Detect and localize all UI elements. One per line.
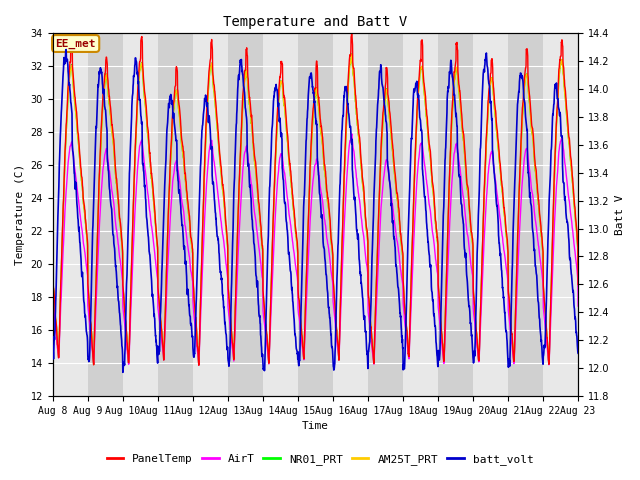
AM25T_PRT [468, 239, 476, 245]
AM25T_PRT [342, 129, 350, 135]
Y-axis label: Temperature (C): Temperature (C) [15, 164, 25, 265]
Bar [543, 33, 578, 396]
batt_volt [574, 350, 582, 356]
Legend: PanelTemp, AirT, NR01_PRT, AM25T_PRT, batt_volt: PanelTemp, AirT, NR01_PRT, AM25T_PRT, ba… [102, 450, 538, 469]
PanelTemp [543, 332, 550, 337]
PanelTemp [528, 124, 536, 130]
AM25T_PRT [528, 130, 536, 136]
PanelTemp [49, 276, 56, 282]
batt_volt [196, 187, 204, 192]
NR01_PRT [196, 339, 204, 345]
AirT [195, 362, 203, 368]
PanelTemp [342, 123, 350, 129]
AM25T_PRT [49, 278, 56, 284]
PanelTemp [574, 281, 582, 287]
batt_volt [342, 84, 350, 89]
AM25T_PRT [195, 362, 203, 368]
NR01_PRT [574, 283, 582, 289]
Bar [333, 33, 368, 396]
Line: batt_volt: batt_volt [52, 49, 578, 372]
AirT [528, 190, 536, 195]
Bar [263, 33, 298, 396]
Bar [438, 33, 473, 396]
PanelTemp [348, 30, 356, 36]
Bar [403, 33, 438, 396]
Line: NR01_PRT: NR01_PRT [52, 54, 578, 365]
Bar [52, 33, 88, 396]
AirT [196, 345, 204, 350]
AirT [348, 131, 356, 137]
Bar [193, 33, 228, 396]
PanelTemp [468, 235, 476, 240]
AM25T_PRT [196, 338, 204, 344]
AirT [49, 299, 56, 304]
NR01_PRT [468, 239, 476, 244]
Line: PanelTemp: PanelTemp [52, 33, 578, 365]
AirT [342, 188, 350, 194]
batt_volt [119, 370, 127, 375]
Bar [88, 33, 123, 396]
Y-axis label: Batt V: Batt V [615, 194, 625, 235]
Line: AirT: AirT [52, 134, 578, 365]
Line: AM25T_PRT: AM25T_PRT [52, 55, 578, 365]
PanelTemp [331, 298, 339, 303]
batt_volt [331, 361, 339, 367]
Title: Temperature and Batt V: Temperature and Batt V [223, 15, 408, 29]
AirT [574, 303, 582, 309]
Bar [473, 33, 508, 396]
NR01_PRT [342, 129, 350, 135]
NR01_PRT [195, 362, 203, 368]
Bar [123, 33, 158, 396]
NR01_PRT [348, 51, 356, 57]
batt_volt [62, 47, 70, 52]
batt_volt [528, 219, 536, 225]
AirT [543, 340, 550, 346]
Bar [228, 33, 263, 396]
NR01_PRT [543, 332, 550, 338]
Bar [368, 33, 403, 396]
Bar [508, 33, 543, 396]
NR01_PRT [331, 299, 339, 305]
PanelTemp [196, 338, 204, 344]
AM25T_PRT [543, 332, 550, 338]
AM25T_PRT [331, 299, 339, 304]
AM25T_PRT [574, 283, 582, 288]
batt_volt [543, 285, 550, 291]
NR01_PRT [528, 131, 536, 136]
AM25T_PRT [348, 52, 356, 58]
Text: EE_met: EE_met [56, 38, 96, 48]
Bar [298, 33, 333, 396]
AirT [468, 271, 476, 276]
Bar [158, 33, 193, 396]
batt_volt [468, 342, 476, 348]
AirT [331, 314, 339, 320]
NR01_PRT [49, 278, 56, 284]
batt_volt [49, 343, 56, 349]
PanelTemp [195, 362, 203, 368]
X-axis label: Time: Time [302, 421, 329, 432]
